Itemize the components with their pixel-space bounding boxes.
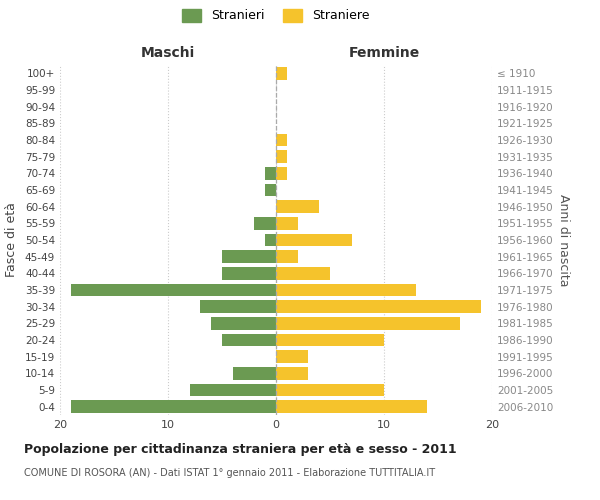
Text: Popolazione per cittadinanza straniera per età e sesso - 2011: Popolazione per cittadinanza straniera p… [24, 442, 457, 456]
Bar [276, 300, 481, 313]
Bar [233, 367, 276, 380]
Bar [276, 400, 427, 413]
Bar [222, 250, 276, 263]
Bar [254, 217, 276, 230]
Bar [276, 267, 330, 280]
Bar [265, 184, 276, 196]
Legend: Stranieri, Straniere: Stranieri, Straniere [182, 8, 370, 22]
Y-axis label: Fasce di età: Fasce di età [5, 202, 18, 278]
Bar [190, 384, 276, 396]
Bar [276, 284, 416, 296]
Bar [276, 250, 298, 263]
Bar [276, 367, 308, 380]
Bar [265, 167, 276, 179]
Bar [276, 384, 384, 396]
Text: Femmine: Femmine [349, 46, 419, 60]
Bar [276, 334, 384, 346]
Bar [276, 350, 308, 363]
Bar [211, 317, 276, 330]
Text: Maschi: Maschi [141, 46, 195, 60]
Bar [71, 400, 276, 413]
Text: COMUNE DI ROSORA (AN) - Dati ISTAT 1° gennaio 2011 - Elaborazione TUTTITALIA.IT: COMUNE DI ROSORA (AN) - Dati ISTAT 1° ge… [24, 468, 435, 477]
Bar [276, 150, 287, 163]
Bar [200, 300, 276, 313]
Y-axis label: Anni di nascita: Anni di nascita [557, 194, 570, 286]
Bar [276, 134, 287, 146]
Bar [222, 334, 276, 346]
Bar [222, 267, 276, 280]
Bar [265, 234, 276, 246]
Bar [71, 284, 276, 296]
Bar [276, 200, 319, 213]
Bar [276, 234, 352, 246]
Bar [276, 317, 460, 330]
Bar [276, 167, 287, 179]
Bar [276, 217, 298, 230]
Bar [276, 67, 287, 80]
